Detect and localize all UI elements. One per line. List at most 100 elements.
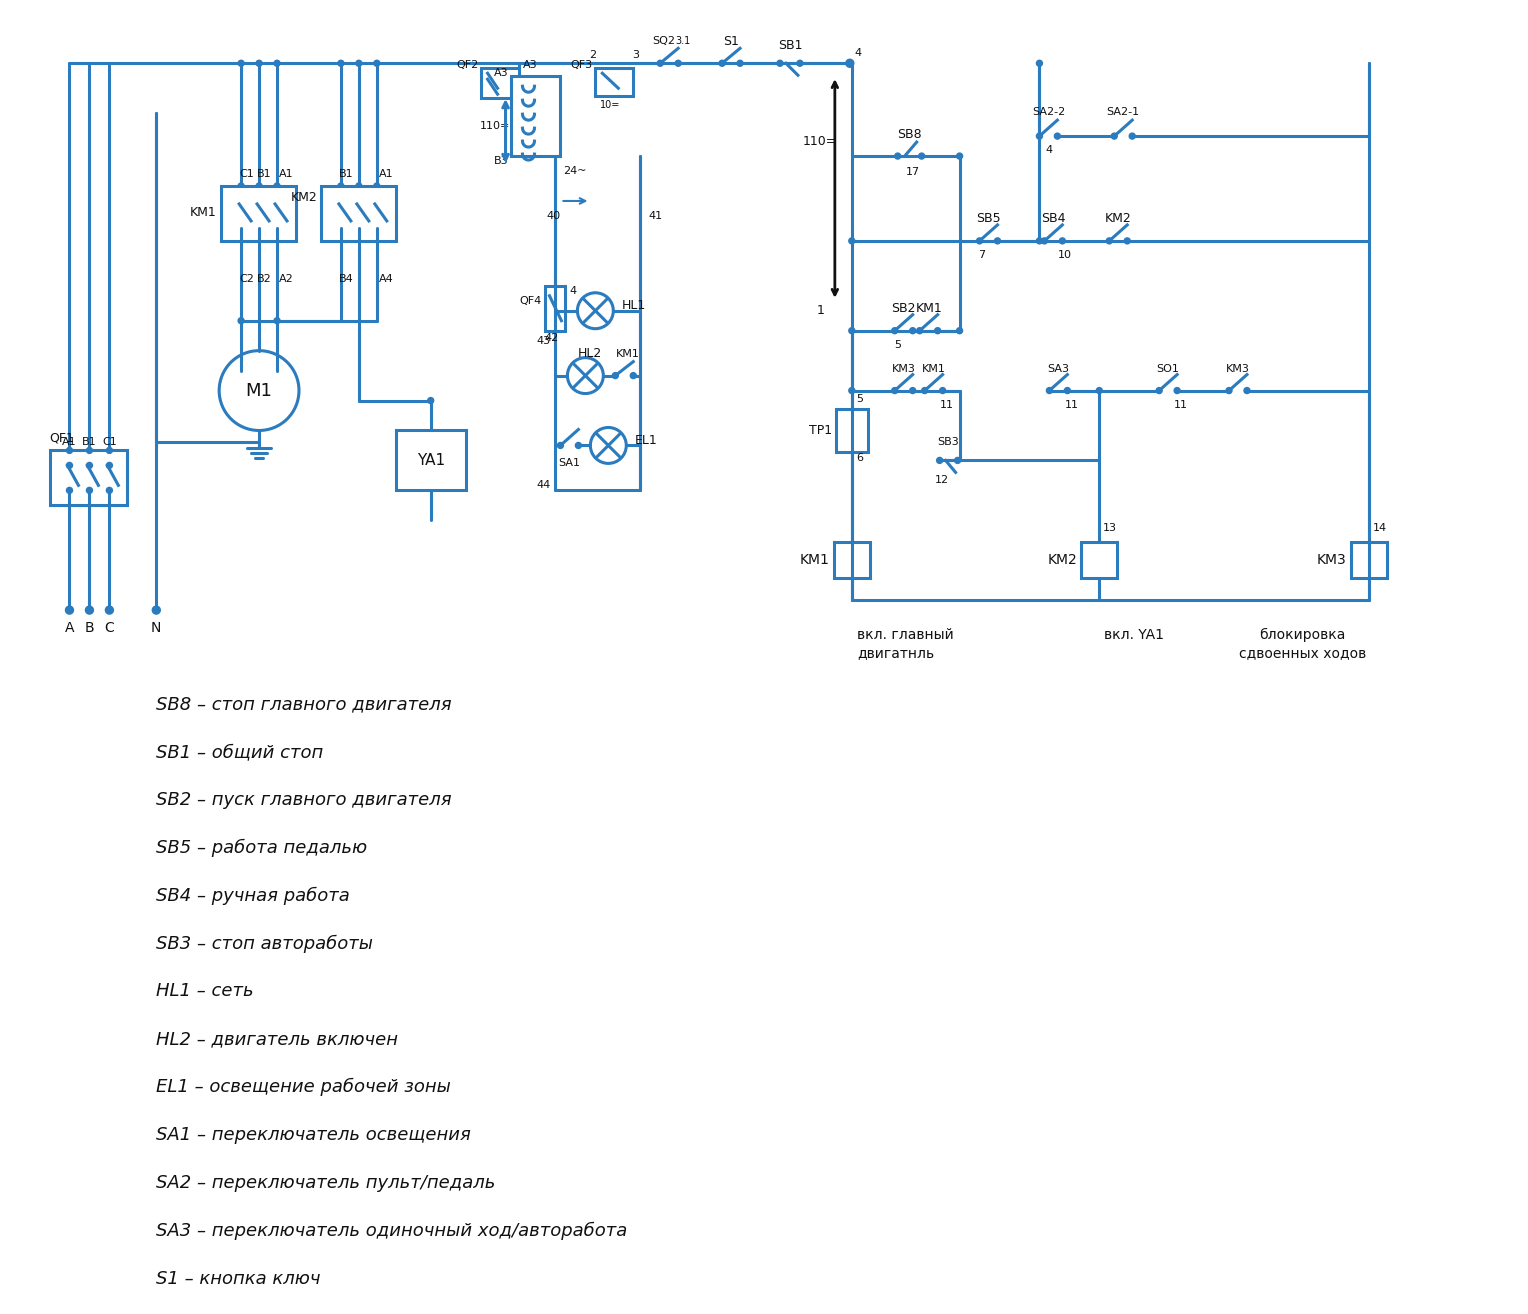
Text: HL2 – двигатель включен: HL2 – двигатель включен xyxy=(156,1030,399,1049)
Text: 7: 7 xyxy=(978,250,986,260)
Circle shape xyxy=(1047,388,1053,394)
Text: QF2: QF2 xyxy=(457,60,478,70)
Text: 10=: 10= xyxy=(601,100,620,110)
Text: SB3 – стоп автоработы: SB3 – стоп автоработы xyxy=(156,934,373,953)
Text: 10: 10 xyxy=(1057,250,1071,260)
Text: HL2: HL2 xyxy=(578,347,602,360)
Bar xyxy=(834,543,869,578)
Text: C: C xyxy=(104,622,115,635)
Circle shape xyxy=(657,60,663,66)
Text: B2: B2 xyxy=(257,273,272,284)
Circle shape xyxy=(67,487,72,493)
Text: SA2-1: SA2-1 xyxy=(1106,108,1140,117)
Text: HL1 – сеть: HL1 – сеть xyxy=(156,983,254,1000)
Text: SA3 – переключатель одиночный ход/авторабота: SA3 – переключатель одиночный ход/автора… xyxy=(156,1222,628,1240)
Text: KM1: KM1 xyxy=(616,348,640,359)
Circle shape xyxy=(356,225,362,231)
Circle shape xyxy=(630,373,636,378)
Circle shape xyxy=(892,388,898,394)
Circle shape xyxy=(576,443,581,448)
Text: SB8 – стоп главного двигателя: SB8 – стоп главного двигателя xyxy=(156,695,452,714)
Text: A3: A3 xyxy=(494,68,509,79)
Circle shape xyxy=(955,457,961,464)
Text: SB4: SB4 xyxy=(1041,213,1065,226)
Circle shape xyxy=(1065,388,1070,394)
Circle shape xyxy=(238,318,244,323)
Circle shape xyxy=(918,152,924,159)
Circle shape xyxy=(257,183,263,189)
Circle shape xyxy=(257,201,263,206)
Circle shape xyxy=(1125,238,1131,244)
Text: SB4 – ручная работа: SB4 – ручная работа xyxy=(156,887,350,905)
Circle shape xyxy=(219,351,299,431)
Text: SB1: SB1 xyxy=(778,39,802,51)
Text: KM3: KM3 xyxy=(892,364,915,373)
Text: 6: 6 xyxy=(856,453,863,464)
Circle shape xyxy=(238,183,244,189)
Circle shape xyxy=(66,606,73,614)
Text: KM3: KM3 xyxy=(1225,364,1250,373)
Circle shape xyxy=(1042,238,1047,244)
Circle shape xyxy=(356,201,362,206)
Circle shape xyxy=(935,327,941,334)
Text: SB5: SB5 xyxy=(976,213,1001,226)
Text: C1: C1 xyxy=(102,438,116,448)
Text: KM2: KM2 xyxy=(1048,553,1077,568)
Circle shape xyxy=(909,327,915,334)
Text: SB2 – пуск главного двигателя: SB2 – пуск главного двигателя xyxy=(156,791,452,808)
Text: B4: B4 xyxy=(339,273,353,284)
Circle shape xyxy=(1129,133,1135,139)
Bar xyxy=(836,409,868,452)
Text: 40: 40 xyxy=(547,212,561,221)
Circle shape xyxy=(238,60,244,66)
Text: KM2: KM2 xyxy=(292,192,318,205)
Text: EL1 – освещение рабочей зоны: EL1 – освещение рабочей зоны xyxy=(156,1077,451,1096)
Text: S1: S1 xyxy=(723,34,740,47)
Text: SB8: SB8 xyxy=(897,127,921,141)
Circle shape xyxy=(1096,388,1102,394)
Text: 4: 4 xyxy=(854,49,862,58)
Text: B1: B1 xyxy=(339,170,353,179)
Text: 1: 1 xyxy=(817,305,825,317)
Circle shape xyxy=(558,443,564,448)
Circle shape xyxy=(1059,238,1065,244)
Bar xyxy=(545,285,565,331)
Circle shape xyxy=(895,152,900,159)
Text: KM3: KM3 xyxy=(1317,553,1346,568)
Text: 4: 4 xyxy=(1045,145,1053,155)
Circle shape xyxy=(567,357,604,394)
Circle shape xyxy=(374,225,380,231)
Text: 11: 11 xyxy=(1065,399,1079,410)
Text: KM1: KM1 xyxy=(921,364,946,373)
Bar xyxy=(396,431,466,490)
Text: QF4: QF4 xyxy=(520,296,541,306)
Text: 110=: 110= xyxy=(802,134,837,147)
Circle shape xyxy=(67,448,72,453)
Circle shape xyxy=(374,201,380,206)
Circle shape xyxy=(1225,388,1232,394)
Text: KM2: KM2 xyxy=(1105,213,1132,226)
Circle shape xyxy=(338,183,344,189)
Text: A2: A2 xyxy=(280,273,293,284)
Circle shape xyxy=(356,183,362,189)
Text: EL1: EL1 xyxy=(634,434,657,447)
Circle shape xyxy=(1054,133,1060,139)
Circle shape xyxy=(238,201,244,206)
Text: 13: 13 xyxy=(1103,523,1117,533)
Text: A3: A3 xyxy=(523,60,538,70)
Circle shape xyxy=(1106,238,1112,244)
Bar xyxy=(1351,543,1387,578)
Circle shape xyxy=(428,398,434,403)
Text: 5: 5 xyxy=(894,339,902,350)
Text: B1: B1 xyxy=(257,170,272,179)
Circle shape xyxy=(274,201,280,206)
Text: блокировка: блокировка xyxy=(1259,628,1345,643)
Circle shape xyxy=(720,60,726,66)
Text: M1: M1 xyxy=(246,381,272,399)
Circle shape xyxy=(338,201,344,206)
Circle shape xyxy=(847,59,854,67)
Circle shape xyxy=(937,457,943,464)
Text: 24~: 24~ xyxy=(564,166,587,176)
Text: S1 – кнопка ключ: S1 – кнопка ключ xyxy=(156,1269,321,1288)
Circle shape xyxy=(105,606,113,614)
